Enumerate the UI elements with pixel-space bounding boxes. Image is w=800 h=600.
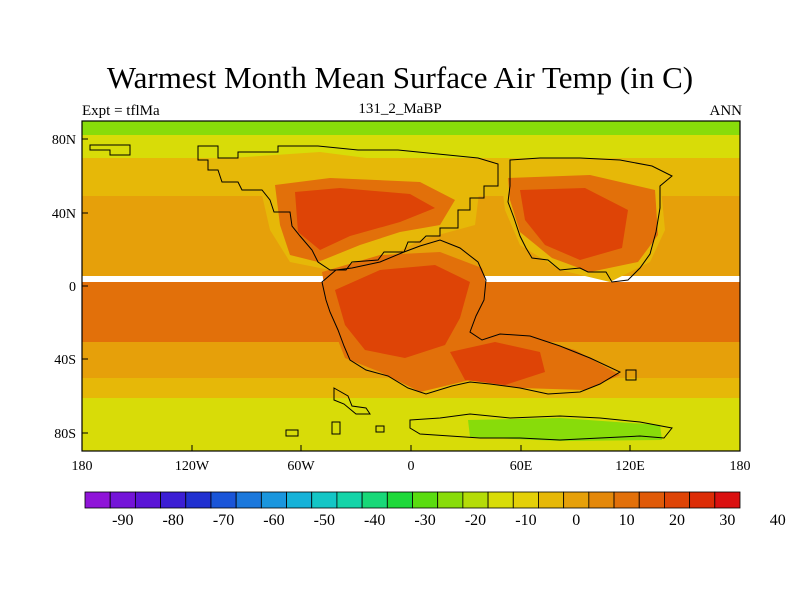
colorbar-swatch (336, 491, 363, 509)
colorbar-swatch (714, 491, 741, 509)
colorbar-labels: -90-80-70-60-50-40-30-20-1001020304050 (112, 512, 786, 529)
colorbar-swatch (412, 491, 439, 509)
south-continent-core (335, 265, 470, 358)
colorbar-label: -10 (515, 512, 536, 529)
island-4 (625, 369, 637, 381)
colorbar-swatch (260, 491, 287, 509)
colorbar-swatch (84, 491, 111, 509)
island-3 (375, 425, 385, 433)
colorbar-swatch (210, 491, 237, 509)
coast-antarctic (409, 413, 673, 441)
lon-label: 120E (615, 459, 645, 474)
coastlines (89, 144, 673, 441)
colorbar-label: -80 (163, 512, 184, 529)
lat-label: 40N (52, 207, 76, 222)
longitude-axis: 180 120W 60W 0 60E 120E 180 (72, 445, 751, 474)
lon-label: 60W (287, 459, 315, 474)
latitude-axis: 80N 40N 0 40S 80S (52, 133, 88, 442)
colorbar-label: -60 (263, 512, 284, 529)
colorbar-swatch (664, 491, 691, 509)
southeast-core (450, 342, 545, 385)
colorbar-swatch (613, 491, 640, 509)
colorbar-swatch (512, 491, 539, 509)
colorbar-swatch (437, 491, 464, 509)
lat-label: 40S (54, 353, 76, 368)
colorbar-swatch (386, 491, 413, 509)
colorbar-swatch (563, 491, 590, 509)
colorbar-swatch (361, 491, 388, 509)
colorbar-swatch (689, 491, 716, 509)
island-1 (331, 421, 341, 435)
coast-patagonia (333, 387, 371, 415)
colorbar-swatch (638, 491, 665, 509)
map-title: Warmest Month Mean Surface Air Temp (in … (106, 60, 694, 95)
island-arctic (89, 144, 131, 156)
lon-label: 180 (730, 459, 751, 474)
island-2 (285, 429, 299, 437)
lat-label: 0 (69, 280, 76, 295)
colorbar-swatch (134, 491, 161, 509)
lon-label: 0 (408, 459, 415, 474)
colorbar (84, 491, 741, 509)
colorbar-swatch (235, 491, 262, 509)
coast-south-continent (321, 239, 622, 395)
colorbar-swatch (538, 491, 565, 509)
season-label: ANN (709, 103, 743, 119)
colorbar-swatch (311, 491, 338, 509)
lat-label: 80S (54, 427, 76, 442)
colorbar-label: -70 (213, 512, 234, 529)
colorbar-label: -40 (364, 512, 385, 529)
lat-label: 80N (52, 133, 76, 148)
colorbar-swatch (109, 491, 136, 509)
experiment-label: Expt = tflMa (82, 103, 160, 119)
colorbar-swatch (462, 491, 489, 509)
colorbar-label: -50 (314, 512, 335, 529)
colorbar-swatch (487, 491, 514, 509)
north-america-core (295, 188, 435, 250)
lon-label: 60E (510, 459, 533, 474)
lon-label: 180 (72, 459, 93, 474)
colorbar-label: -30 (414, 512, 435, 529)
lon-label: 120W (175, 459, 210, 474)
colorbar-label: 40 (770, 512, 786, 529)
coast-asia (507, 157, 673, 283)
temperature-field (82, 121, 740, 451)
colorbar-label: 0 (572, 512, 580, 529)
colorbar-label: 10 (619, 512, 635, 529)
colorbar-label: 30 (719, 512, 735, 529)
colorbar-swatch (286, 491, 313, 509)
colorbar-label: -90 (112, 512, 133, 529)
colorbar-swatch (588, 491, 615, 509)
period-label: 131_2_MaBP (358, 101, 442, 117)
band-arctic-green (82, 121, 740, 135)
colorbar-label: 20 (669, 512, 685, 529)
colorbar-swatch (185, 491, 212, 509)
colorbar-swatch (160, 491, 187, 509)
asia-core (520, 188, 628, 260)
antarctic-green-patch (468, 418, 662, 441)
coast-north-america (197, 145, 499, 271)
colorbar-label: -20 (465, 512, 486, 529)
